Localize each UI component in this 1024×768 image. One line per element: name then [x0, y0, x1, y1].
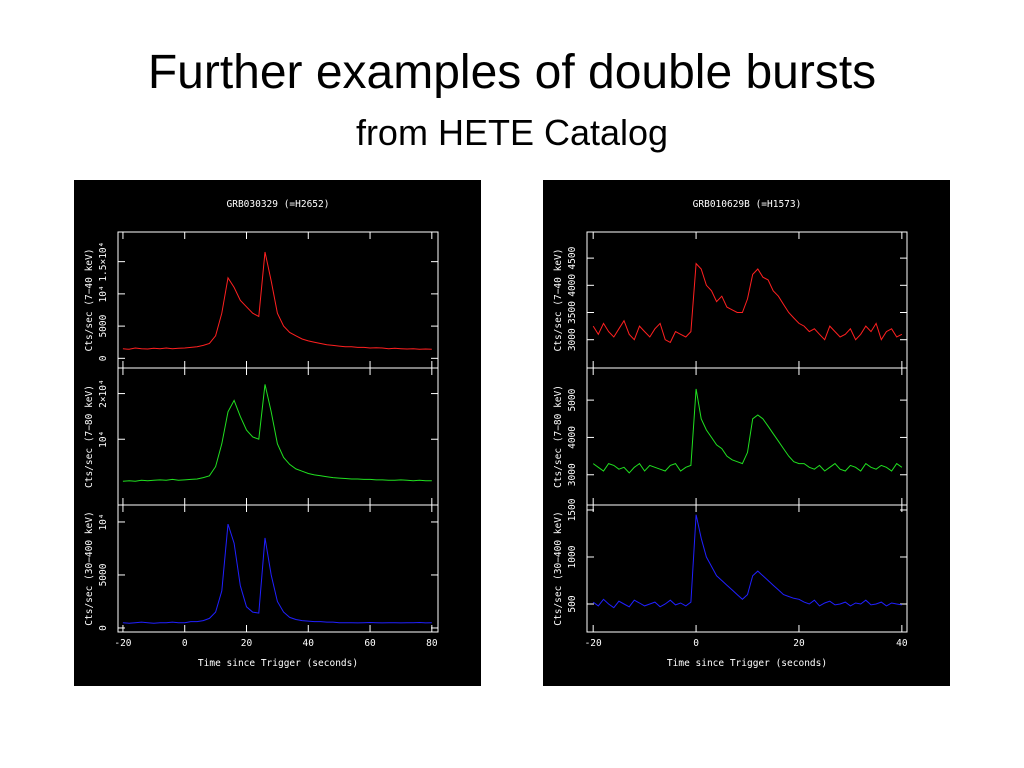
x-tick-label: 40 — [896, 638, 908, 649]
slide-subtitle: from HETE Catalog — [356, 112, 668, 153]
y-tick-label: 10⁴ — [98, 513, 109, 530]
y-tick-label: 0 — [98, 355, 109, 361]
x-tick-label: 20 — [793, 638, 805, 649]
figure-title: GRB010629B (=H1573) — [693, 199, 802, 210]
y-axis-label: Cts/sec (7−80 keV) — [84, 385, 95, 488]
x-axis-label: Time since Trigger (seconds) — [667, 658, 827, 669]
figure-background — [543, 180, 950, 686]
panel-frame — [586, 504, 908, 633]
y-tick-label: 1.5×10⁴ — [98, 242, 109, 282]
y-tick-label: 3000 — [567, 328, 578, 351]
light-curve — [122, 523, 432, 624]
light-curve — [122, 384, 432, 482]
y-tick-label: 10⁴ — [98, 285, 109, 302]
y-tick-label: 4000 — [567, 274, 578, 297]
x-tick-label: 80 — [426, 638, 438, 649]
y-tick-label: 2×10⁴ — [98, 379, 109, 408]
x-tick-label: 0 — [182, 638, 188, 649]
y-tick-label: 5000 — [567, 388, 578, 411]
x-tick-label: 60 — [364, 638, 376, 649]
y-tick-label: 10⁴ — [98, 431, 109, 448]
y-axis-label: Cts/sec (7−40 keV) — [553, 249, 564, 352]
x-tick-label: -20 — [585, 638, 602, 649]
light-curve — [592, 514, 902, 609]
y-axis-label: Cts/sec (30−400 keV) — [84, 511, 95, 625]
light-curve — [592, 262, 903, 344]
y-axis-label: Cts/sec (7−40 keV) — [84, 249, 95, 352]
y-axis-label: Cts/sec (30−400 keV) — [553, 511, 564, 625]
y-tick-label: 0 — [98, 625, 109, 631]
x-tick-label: 0 — [693, 638, 699, 649]
x-tick-label: -20 — [114, 638, 131, 649]
light-curve — [592, 388, 903, 474]
x-tick-label: 20 — [241, 638, 253, 649]
y-tick-label: 5000 — [98, 563, 109, 586]
y-tick-label: 4500 — [567, 246, 578, 269]
panel-frame — [117, 504, 439, 633]
slide-title: Further examples of double bursts — [148, 46, 876, 99]
y-tick-label: 5000 — [98, 314, 109, 337]
y-tick-label: 1500 — [567, 498, 578, 521]
light-curve — [122, 251, 432, 350]
x-tick-label: 40 — [303, 638, 315, 649]
figure-title: GRB030329 (=H2652) — [227, 199, 330, 210]
y-tick-label: 3000 — [567, 463, 578, 486]
x-axis-label: Time since Trigger (seconds) — [198, 658, 358, 669]
y-tick-label: 1000 — [567, 545, 578, 568]
figure-background — [74, 180, 481, 686]
y-tick-label: 500 — [567, 595, 578, 612]
y-tick-label: 3500 — [567, 301, 578, 324]
y-tick-label: 4000 — [567, 426, 578, 449]
y-axis-label: Cts/sec (7−80 keV) — [553, 385, 564, 488]
